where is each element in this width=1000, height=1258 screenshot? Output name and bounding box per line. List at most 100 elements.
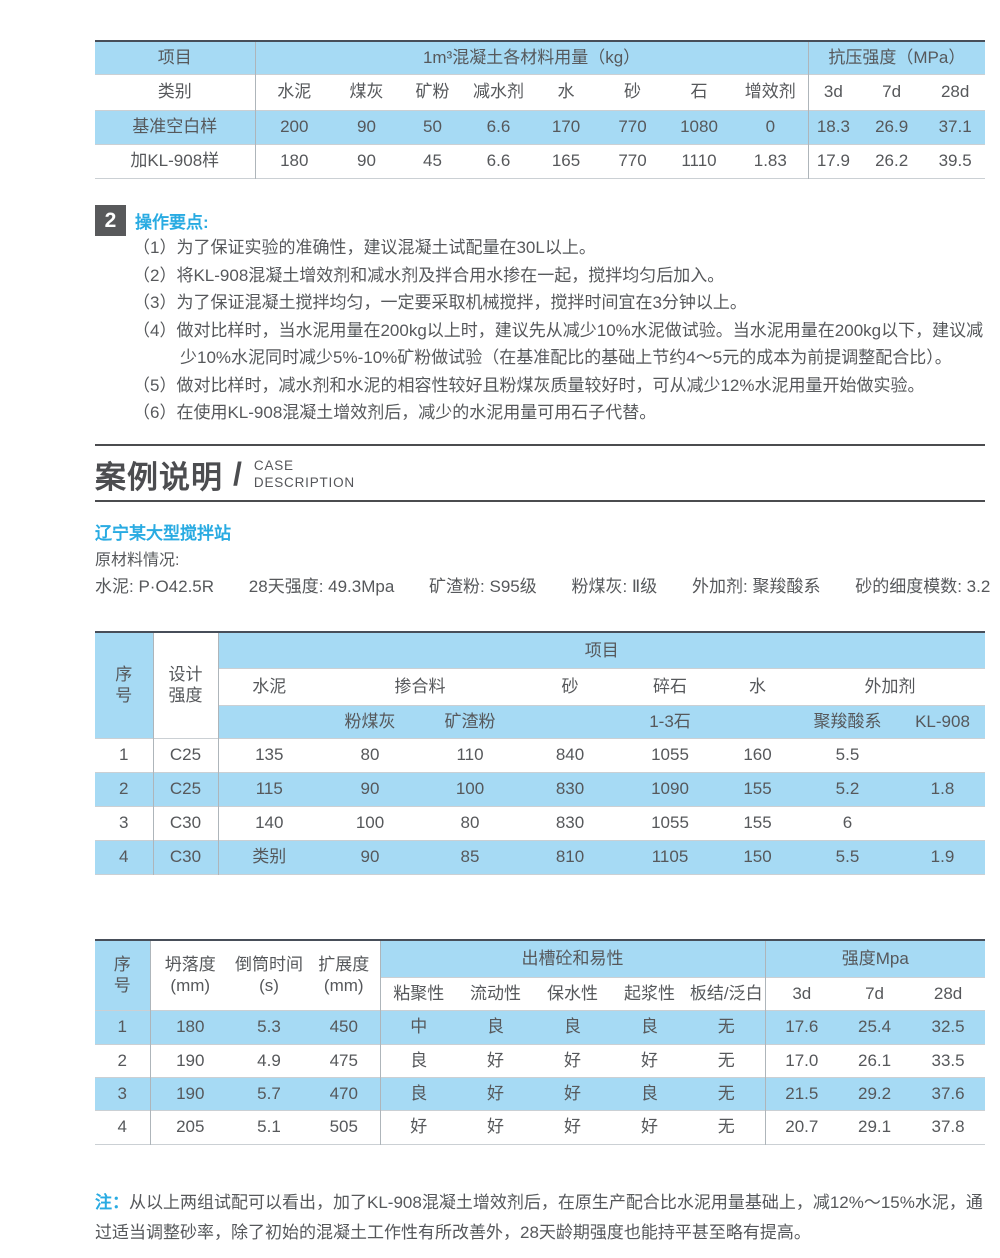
cell: 1 bbox=[95, 737, 154, 772]
table-row: 水泥 掺合料 砂 碎石 水 外加剂 bbox=[95, 667, 985, 705]
cell: 5.1 bbox=[230, 1109, 308, 1144]
header-cell: 煤灰 bbox=[333, 73, 400, 110]
cell: 450 bbox=[308, 1009, 381, 1044]
table-row: 基准空白样 200 90 50 6.6 170 770 1080 0 18.3 … bbox=[95, 109, 986, 144]
cell: 4 bbox=[95, 839, 154, 874]
cell: 505 bbox=[308, 1109, 381, 1144]
material-item: 粉煤灰: Ⅱ级 bbox=[571, 577, 658, 596]
cell: 830 bbox=[520, 771, 620, 806]
cell: 6.6 bbox=[465, 109, 532, 144]
cell: 45 bbox=[400, 143, 465, 178]
page-title-en: CASE DESCRIPTION bbox=[254, 458, 355, 492]
cell: 160 bbox=[720, 737, 795, 772]
cell: 5.3 bbox=[230, 1009, 308, 1044]
header-cell: 水 bbox=[720, 667, 795, 705]
cell: 100 bbox=[420, 771, 520, 806]
header-cell: 砂 bbox=[600, 73, 665, 110]
cell: 1055 bbox=[620, 805, 720, 840]
cell: 6 bbox=[795, 805, 900, 840]
cell: 90 bbox=[333, 109, 400, 144]
cell: 1080 bbox=[665, 109, 733, 144]
workability-table-wrap: 序号 坍落度 (mm) 倒筒时间 (s) 扩展度 (mm) 出槽砼和易性 强度M… bbox=[95, 939, 986, 1145]
cell: C30 bbox=[153, 805, 219, 840]
cell: 4.9 bbox=[230, 1043, 308, 1077]
cell: 37.1 bbox=[925, 109, 986, 144]
table-row: 3 190 5.7 470 良 好 好 良 无 21.5 29.2 37.6 bbox=[95, 1076, 986, 1110]
header-cell: 砂 bbox=[520, 667, 620, 705]
header-cell bbox=[218, 704, 320, 738]
cell: 17.0 bbox=[765, 1043, 839, 1077]
header-cell: 起浆性 bbox=[611, 976, 688, 1010]
header-cell: 外加剂 bbox=[795, 667, 985, 705]
cell: 830 bbox=[520, 805, 620, 840]
header-cell: 抗压强度（MPa） bbox=[808, 41, 986, 74]
cell: 4 bbox=[95, 1109, 151, 1144]
slash-separator: / bbox=[233, 456, 242, 492]
table-row: 1 180 5.3 450 中 良 良 良 无 17.6 25.4 32.5 bbox=[95, 1009, 986, 1044]
case-section-header: 案例说明 / CASE DESCRIPTION bbox=[95, 452, 355, 497]
header-cell: 3d bbox=[808, 73, 859, 110]
page-title-en-line2: DESCRIPTION bbox=[253, 474, 355, 490]
cell: 5.5 bbox=[795, 839, 900, 874]
cell: 20.7 bbox=[765, 1109, 839, 1144]
page-title: 案例说明 bbox=[95, 460, 223, 495]
cell: 中 bbox=[380, 1009, 457, 1044]
header-cell: 7d bbox=[858, 73, 926, 110]
section-title: 操作要点: bbox=[135, 213, 209, 232]
header-cell: 掺合料 bbox=[320, 667, 520, 705]
cell: 好 bbox=[457, 1043, 534, 1077]
cell: 好 bbox=[611, 1043, 688, 1077]
cell: 1105 bbox=[620, 839, 720, 874]
header-cell: 倒筒时间 (s) bbox=[230, 940, 308, 1010]
cell: 80 bbox=[420, 805, 520, 840]
section-number-badge: 2 bbox=[95, 205, 126, 236]
header-cell: 序号 bbox=[95, 632, 154, 738]
cell: 810 bbox=[520, 839, 620, 874]
cell: 良 bbox=[380, 1043, 457, 1077]
cell: 2 bbox=[95, 1043, 151, 1077]
list-item: （4）做对比样时，当水泥用量在200kg以上时，建议先从减少10%水泥做试验。当… bbox=[133, 320, 984, 368]
mix-comparison-table-wrap: 项目 1m³混凝土各材料用量（kg） 抗压强度（MPa） 类别 水泥 煤灰 矿粉… bbox=[95, 40, 986, 179]
cell: 200 bbox=[255, 109, 333, 144]
header-cell: 扩展度 (mm) bbox=[308, 940, 381, 1010]
list-item: （6）在使用KL-908混凝土增效剂后，减少的水泥用量可用石子代替。 bbox=[133, 403, 657, 422]
cell: 3 bbox=[95, 1076, 151, 1110]
header-cell: 28d bbox=[911, 976, 986, 1010]
header-unit: (s) bbox=[259, 976, 279, 996]
cell: 2 bbox=[95, 771, 154, 806]
header-cell: 设计强度 bbox=[153, 632, 219, 738]
cell: 180 bbox=[150, 1009, 230, 1044]
cell: 33.5 bbox=[911, 1043, 986, 1077]
cell: 好 bbox=[534, 1043, 611, 1077]
cell: 100 bbox=[320, 805, 420, 840]
cell: 良 bbox=[534, 1009, 611, 1044]
cell: 21.5 bbox=[765, 1076, 839, 1110]
cell: 39.5 bbox=[925, 143, 986, 178]
operation-points-list: （1）为了保证实验的准确性，建议混凝土试配量在30L以上。 （2）将KL-908… bbox=[133, 234, 991, 427]
table-row: 4 205 5.1 505 好 好 好 好 无 20.7 29.1 37.8 bbox=[95, 1109, 986, 1144]
cell: 良 bbox=[380, 1076, 457, 1110]
header-cell: 粉煤灰 bbox=[320, 704, 420, 738]
header-cell: 类别 bbox=[95, 73, 256, 110]
cell: 190 bbox=[150, 1043, 230, 1077]
cell: 好 bbox=[457, 1109, 534, 1144]
cell: 1090 bbox=[620, 771, 720, 806]
cell: 好 bbox=[611, 1109, 688, 1144]
cell: 良 bbox=[611, 1076, 688, 1110]
case-station-title: 辽宁某大型搅拌站 bbox=[95, 524, 231, 543]
footnote: 注：从以上两组试配可以看出，加了KL-908混凝土增效剂后，在原生产配合比水泥用… bbox=[95, 1188, 988, 1248]
cell: 17.9 bbox=[808, 143, 859, 178]
header-cell: 7d bbox=[838, 976, 912, 1010]
header-cell: 石 bbox=[665, 73, 733, 110]
materials-line: 水泥: P·O42.5R 28天强度: 49.3Mpa 矿渣粉: S95级 粉煤… bbox=[95, 572, 990, 597]
cell: 6.6 bbox=[465, 143, 532, 178]
cell: 无 bbox=[688, 1076, 766, 1110]
material-item: 矿渣粉: S95级 bbox=[429, 577, 537, 596]
cell: 1 bbox=[95, 1009, 151, 1044]
cell: 470 bbox=[308, 1076, 381, 1110]
header-cell: 矿渣粉 bbox=[420, 704, 520, 738]
header-label: 设计强度 bbox=[168, 665, 203, 706]
cell: 37.6 bbox=[911, 1076, 986, 1110]
cell: 770 bbox=[600, 109, 665, 144]
